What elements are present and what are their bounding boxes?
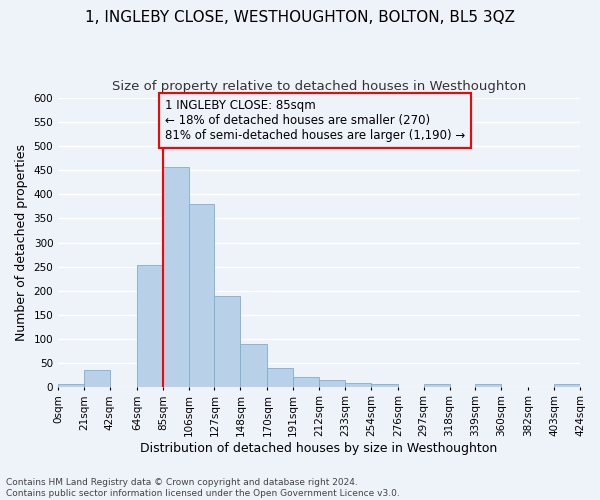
Bar bbox=[424, 384, 449, 386]
X-axis label: Distribution of detached houses by size in Westhoughton: Distribution of detached houses by size … bbox=[140, 442, 498, 455]
Bar bbox=[58, 384, 84, 386]
Y-axis label: Number of detached properties: Number of detached properties bbox=[15, 144, 28, 341]
Title: Size of property relative to detached houses in Westhoughton: Size of property relative to detached ho… bbox=[112, 80, 526, 93]
Bar bbox=[214, 296, 241, 386]
Bar bbox=[554, 384, 580, 386]
Text: Contains HM Land Registry data © Crown copyright and database right 2024.
Contai: Contains HM Land Registry data © Crown c… bbox=[6, 478, 400, 498]
Bar bbox=[293, 377, 319, 386]
Bar bbox=[345, 384, 371, 386]
Bar bbox=[137, 265, 163, 386]
Bar bbox=[371, 384, 398, 386]
Bar bbox=[84, 370, 110, 386]
Bar bbox=[163, 166, 188, 386]
Text: 1, INGLEBY CLOSE, WESTHOUGHTON, BOLTON, BL5 3QZ: 1, INGLEBY CLOSE, WESTHOUGHTON, BOLTON, … bbox=[85, 10, 515, 25]
Text: 1 INGLEBY CLOSE: 85sqm
← 18% of detached houses are smaller (270)
81% of semi-de: 1 INGLEBY CLOSE: 85sqm ← 18% of detached… bbox=[165, 100, 466, 142]
Bar bbox=[475, 384, 501, 386]
Bar bbox=[319, 380, 345, 386]
Bar bbox=[268, 368, 293, 386]
Bar bbox=[241, 344, 268, 387]
Bar bbox=[188, 204, 214, 386]
